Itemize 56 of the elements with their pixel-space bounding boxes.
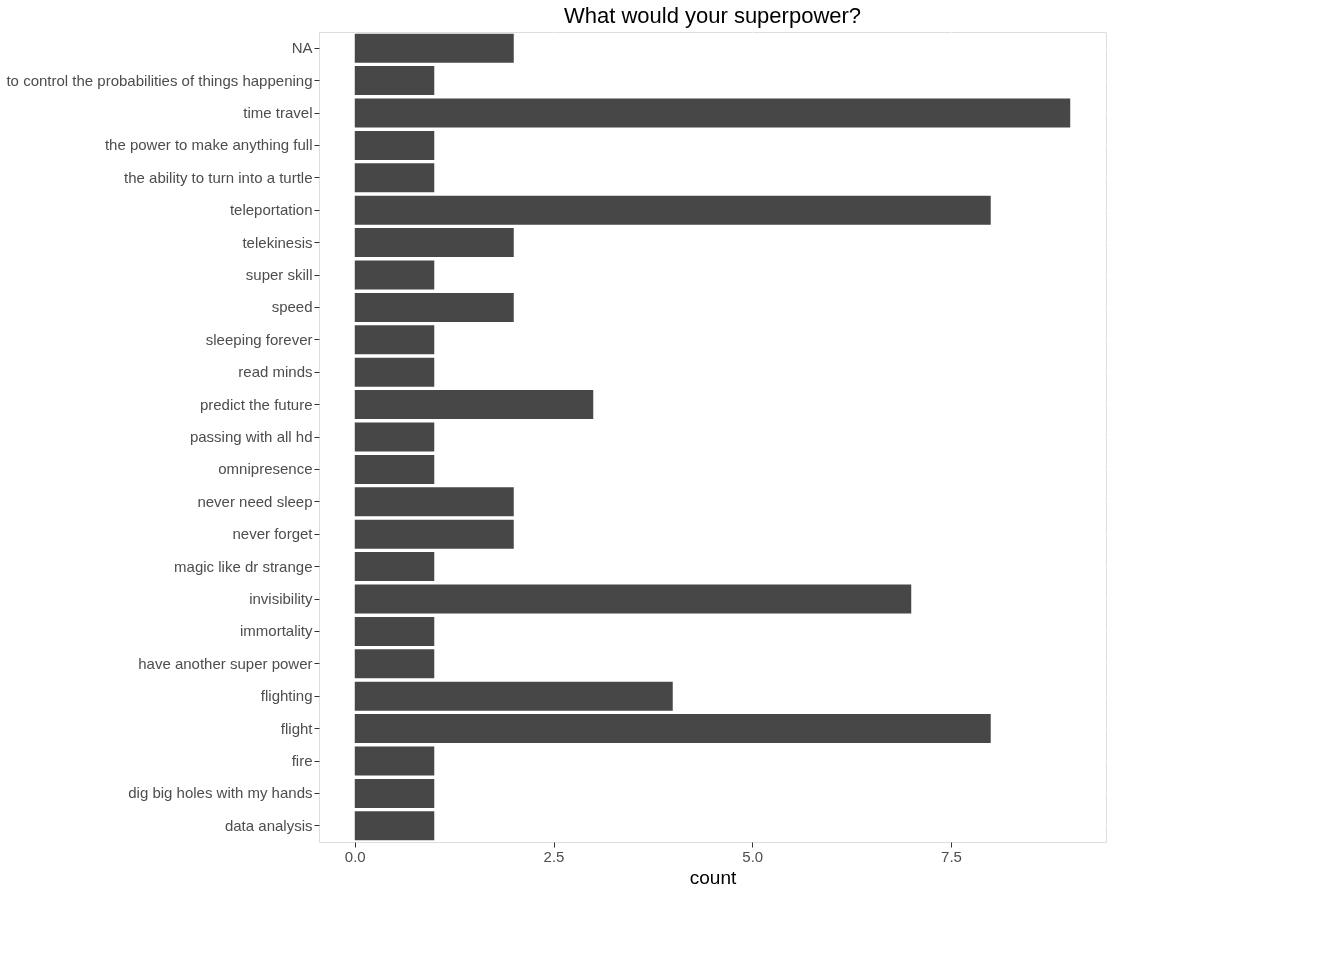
bar xyxy=(354,33,514,63)
bar xyxy=(354,714,991,744)
x-tick-label: 0.0 xyxy=(344,847,366,865)
bar xyxy=(354,422,435,452)
y-tick-label: have another super power xyxy=(138,654,313,672)
y-tick-label: teleportation xyxy=(229,201,313,219)
y-tick-label: fire xyxy=(291,752,313,769)
y-tick-label: super skill xyxy=(245,266,313,283)
y-tick-label: NA xyxy=(291,39,313,57)
chart-title: What would your superpower? xyxy=(563,3,862,28)
x-axis-title: count xyxy=(689,866,737,888)
bar xyxy=(354,454,435,484)
bar xyxy=(354,357,435,387)
y-tick-label: speed xyxy=(271,298,313,316)
y-tick-label: magic like dr strange xyxy=(174,557,313,575)
x-tick-label: 5.0 xyxy=(742,847,764,865)
y-tick-label: data analysis xyxy=(224,816,313,834)
y-tick-label: sleeping forever xyxy=(205,330,313,348)
bar xyxy=(354,390,594,420)
y-tick-label: to control the probabilities of things happening xyxy=(6,71,313,89)
bar xyxy=(354,616,435,646)
bar xyxy=(354,778,435,808)
bar xyxy=(354,746,435,776)
y-tick-label: dig big holes with my hands xyxy=(128,784,313,802)
bar xyxy=(354,487,514,517)
bar xyxy=(354,228,514,258)
bar xyxy=(354,519,514,549)
bar xyxy=(354,552,435,582)
bar xyxy=(354,292,514,322)
y-tick-label: immortality xyxy=(239,622,313,640)
y-tick-label: flighting xyxy=(260,687,313,705)
y-tick-label: invisibility xyxy=(249,590,313,607)
bar xyxy=(354,163,435,193)
y-tick-label: never need sleep xyxy=(197,492,313,510)
bar xyxy=(354,98,1071,128)
bar xyxy=(354,130,435,160)
y-tick-label: predict the future xyxy=(199,395,313,413)
bar xyxy=(354,66,435,96)
y-tick-label: read minds xyxy=(238,363,313,381)
y-tick-label: omnipresence xyxy=(218,460,313,478)
bar xyxy=(354,681,673,711)
y-tick-label: the ability to turn into a turtle xyxy=(124,168,313,186)
y-tick-label: flight xyxy=(280,719,314,737)
y-tick-label: passing with all hd xyxy=(189,428,313,445)
y-tick-label: time travel xyxy=(243,104,313,121)
y-tick-label: never forget xyxy=(232,525,314,543)
bar xyxy=(354,649,435,679)
bar xyxy=(354,195,991,225)
y-tick-label: the power to make anything full xyxy=(104,136,313,154)
bar xyxy=(354,325,435,355)
x-tick-label: 7.5 xyxy=(941,847,962,865)
bar xyxy=(354,811,435,841)
bar xyxy=(354,584,912,614)
x-tick-label: 2.5 xyxy=(543,847,565,865)
y-tick-label: telekinesis xyxy=(242,233,313,251)
bar xyxy=(354,260,435,290)
